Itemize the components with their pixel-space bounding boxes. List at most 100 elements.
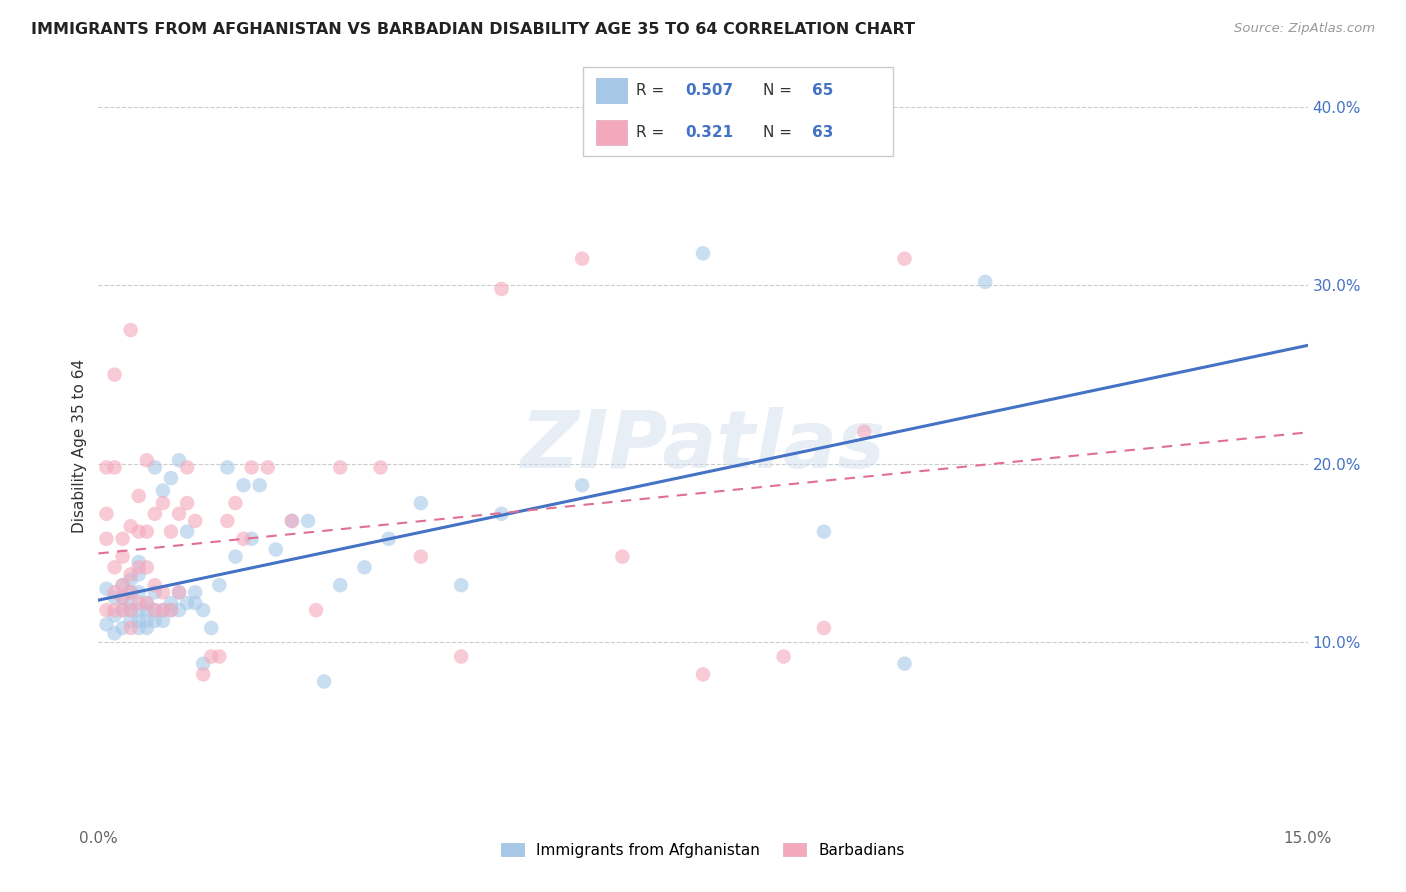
Point	[167, 603, 190, 617]
Legend: Immigrants from Afghanistan, Barbadians: Immigrants from Afghanistan, Barbadians	[494, 835, 912, 865]
Point	[128, 596, 150, 610]
Point	[297, 514, 319, 528]
Point	[281, 514, 304, 528]
Point	[143, 603, 166, 617]
Point	[264, 542, 287, 557]
Point	[143, 614, 166, 628]
Point	[143, 507, 166, 521]
Point	[128, 560, 150, 574]
Point	[120, 585, 142, 599]
Point	[128, 603, 150, 617]
Text: R =: R =	[636, 126, 669, 140]
Bar	[596, 120, 627, 145]
Point	[128, 524, 150, 539]
Point	[256, 460, 278, 475]
Point	[111, 621, 134, 635]
Point	[96, 582, 118, 596]
Point	[208, 649, 231, 664]
Y-axis label: Disability Age 35 to 64: Disability Age 35 to 64	[72, 359, 87, 533]
Point	[135, 453, 157, 467]
Point	[772, 649, 794, 664]
Point	[128, 555, 150, 569]
Point	[813, 524, 835, 539]
Point	[571, 478, 593, 492]
Point	[96, 617, 118, 632]
Point	[160, 596, 183, 610]
Point	[128, 614, 150, 628]
Point	[184, 596, 207, 610]
Point	[193, 657, 215, 671]
Point	[160, 603, 183, 617]
Point	[96, 603, 118, 617]
Point	[193, 603, 215, 617]
Point	[329, 578, 352, 592]
Point	[103, 626, 125, 640]
Point	[409, 496, 432, 510]
Point	[329, 460, 352, 475]
Point	[208, 578, 231, 592]
Point	[103, 585, 125, 599]
Point	[143, 460, 166, 475]
Point	[120, 567, 142, 582]
Point	[893, 252, 915, 266]
Point	[120, 573, 142, 587]
Text: N =: N =	[763, 83, 797, 97]
Point	[224, 496, 246, 510]
Text: 63: 63	[813, 126, 834, 140]
Text: R =: R =	[636, 83, 669, 97]
Point	[571, 252, 593, 266]
Point	[491, 507, 513, 521]
Point	[692, 246, 714, 260]
Point	[111, 603, 134, 617]
Point	[184, 585, 207, 599]
Bar	[596, 78, 627, 103]
Point	[103, 368, 125, 382]
FancyBboxPatch shape	[583, 67, 893, 156]
Point	[111, 603, 134, 617]
Point	[281, 514, 304, 528]
Point	[135, 596, 157, 610]
Point	[143, 585, 166, 599]
Point	[160, 524, 183, 539]
Point	[217, 514, 239, 528]
Point	[120, 603, 142, 617]
Point	[692, 667, 714, 681]
Point	[128, 567, 150, 582]
Point	[176, 596, 198, 610]
Point	[152, 603, 174, 617]
Point	[152, 614, 174, 628]
Point	[450, 649, 472, 664]
Point	[853, 425, 876, 439]
Point	[249, 478, 271, 492]
Point	[200, 649, 222, 664]
Point	[893, 657, 915, 671]
Point	[176, 496, 198, 510]
Point	[103, 560, 125, 574]
Point	[143, 578, 166, 592]
Point	[353, 560, 375, 574]
Point	[120, 519, 142, 533]
Point	[128, 489, 150, 503]
Point	[450, 578, 472, 592]
Point	[120, 621, 142, 635]
Point	[974, 275, 997, 289]
Point	[128, 621, 150, 635]
Point	[152, 603, 174, 617]
Text: 0.321: 0.321	[686, 126, 734, 140]
Point	[224, 549, 246, 564]
Point	[240, 460, 263, 475]
Text: ZIPatlas: ZIPatlas	[520, 407, 886, 485]
Point	[167, 585, 190, 599]
Point	[813, 621, 835, 635]
Point	[96, 460, 118, 475]
Text: 65: 65	[813, 83, 834, 97]
Point	[135, 603, 157, 617]
Point	[491, 282, 513, 296]
Point	[193, 667, 215, 681]
Point	[111, 578, 134, 592]
Point	[120, 614, 142, 628]
Point	[200, 621, 222, 635]
Text: N =: N =	[763, 126, 797, 140]
Point	[314, 674, 336, 689]
Point	[103, 591, 125, 605]
